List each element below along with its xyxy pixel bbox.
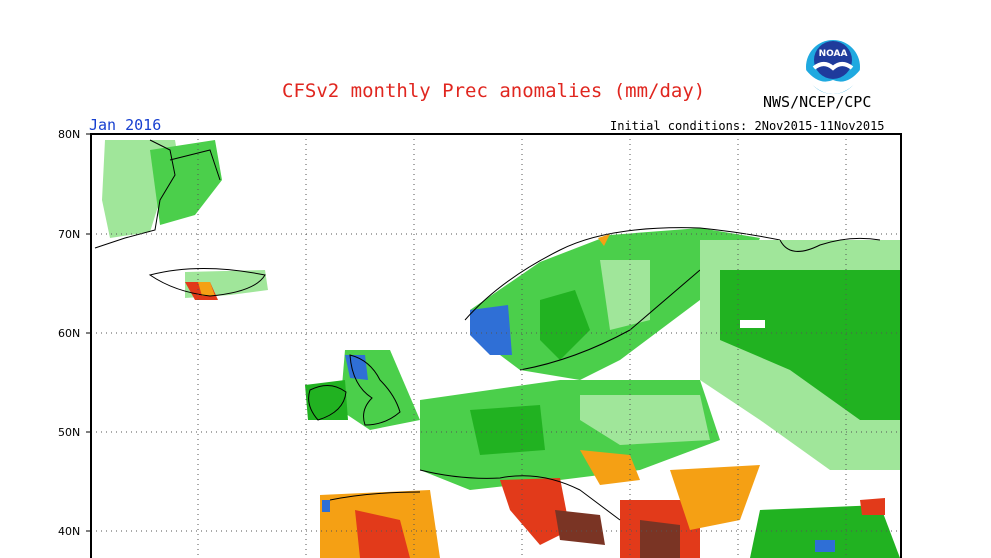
noaa-logo: NOAA (806, 40, 860, 94)
turkey-dry-area (670, 465, 760, 530)
balkans-dry-area (580, 450, 640, 485)
org-label: NWS/NCEP/CPC (763, 93, 872, 111)
lat-label-40n: 40N (58, 525, 81, 538)
lat-label-60n: 60N (58, 327, 81, 340)
italy-dry-area (500, 478, 570, 545)
lat-label-50n: 50N (58, 426, 81, 439)
east-med-wet-area (750, 505, 900, 558)
period-label: Jan 2016 (89, 116, 162, 134)
lat-label-70n: 70N (58, 228, 81, 241)
greenland-wet-area-2 (150, 140, 222, 225)
init-conditions-label: Initial conditions: 2Nov2015-11Nov2015 (610, 119, 885, 133)
lat-label-80n: 80N (58, 128, 81, 141)
map-frame (90, 133, 902, 558)
noaa-logo-text: NOAA (819, 49, 848, 59)
norway-very-wet-area (470, 305, 512, 355)
title: CFSv2 monthly Prec anomalies (mm/day) (282, 80, 706, 102)
